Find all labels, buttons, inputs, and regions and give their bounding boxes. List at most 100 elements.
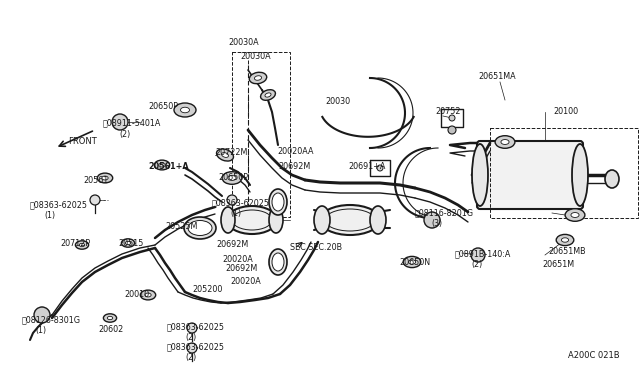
Text: (2): (2) — [185, 333, 196, 342]
Text: (1): (1) — [44, 211, 55, 220]
Ellipse shape — [140, 290, 156, 300]
Ellipse shape — [605, 170, 619, 188]
Ellipse shape — [572, 144, 588, 206]
Text: 20752: 20752 — [435, 107, 461, 116]
Ellipse shape — [97, 173, 113, 183]
Ellipse shape — [79, 243, 84, 247]
Text: 20020AA: 20020AA — [277, 147, 314, 156]
Text: Ⓝ08363-62025: Ⓝ08363-62025 — [167, 322, 225, 331]
Text: 20602: 20602 — [98, 325, 124, 334]
Ellipse shape — [561, 238, 568, 242]
Ellipse shape — [125, 241, 131, 245]
Ellipse shape — [104, 314, 116, 322]
Ellipse shape — [145, 293, 151, 297]
Ellipse shape — [314, 206, 330, 234]
Ellipse shape — [408, 260, 415, 264]
Circle shape — [448, 126, 456, 134]
Text: (2): (2) — [471, 260, 483, 269]
Ellipse shape — [269, 189, 287, 215]
Text: ⒲08126-8301G: ⒲08126-8301G — [22, 315, 81, 324]
Text: 20650P: 20650P — [218, 173, 248, 182]
Ellipse shape — [180, 107, 189, 113]
Text: (3): (3) — [431, 219, 442, 228]
Ellipse shape — [216, 149, 234, 161]
Circle shape — [471, 248, 485, 262]
Bar — [232, 52, 290, 217]
Text: 20651MA: 20651MA — [478, 72, 516, 81]
Ellipse shape — [174, 103, 196, 117]
Text: 20722M: 20722M — [215, 148, 248, 157]
Circle shape — [187, 343, 197, 353]
Text: 20561: 20561 — [83, 176, 108, 185]
Ellipse shape — [154, 160, 170, 170]
Text: 20692M: 20692M — [225, 264, 257, 273]
Text: 20651MB: 20651MB — [548, 247, 586, 256]
Text: SEC SEC.20B: SEC SEC.20B — [290, 243, 342, 252]
Text: 20525M: 20525M — [165, 222, 197, 231]
Ellipse shape — [403, 256, 421, 267]
Text: 20010: 20010 — [124, 290, 149, 299]
Ellipse shape — [255, 76, 262, 80]
Text: 20100: 20100 — [553, 107, 578, 116]
Text: 20030: 20030 — [325, 97, 350, 106]
Ellipse shape — [269, 249, 287, 275]
Ellipse shape — [571, 212, 579, 218]
Text: 20030A: 20030A — [240, 52, 271, 61]
Bar — [490, 128, 638, 218]
Ellipse shape — [272, 253, 284, 271]
Ellipse shape — [260, 90, 275, 100]
Text: (2): (2) — [119, 130, 131, 139]
Text: 20712P: 20712P — [60, 239, 90, 248]
Text: Ⓝ08363-62025: Ⓝ08363-62025 — [30, 200, 88, 209]
Circle shape — [187, 323, 197, 333]
Text: (1): (1) — [230, 209, 241, 218]
Text: 20692M: 20692M — [278, 162, 310, 171]
Ellipse shape — [495, 136, 515, 148]
Circle shape — [377, 165, 383, 171]
Circle shape — [90, 195, 100, 205]
Ellipse shape — [565, 209, 585, 221]
Text: 20020A: 20020A — [230, 277, 260, 286]
Ellipse shape — [122, 239, 134, 247]
Ellipse shape — [249, 72, 267, 84]
Circle shape — [34, 307, 50, 323]
FancyBboxPatch shape — [477, 141, 583, 209]
Circle shape — [227, 195, 237, 205]
Text: 20691+A: 20691+A — [348, 162, 385, 171]
Text: Ⓝ08363-62025: Ⓝ08363-62025 — [167, 342, 225, 351]
Ellipse shape — [320, 205, 380, 235]
Text: 20650N: 20650N — [399, 258, 430, 267]
Ellipse shape — [228, 176, 236, 180]
Ellipse shape — [269, 207, 283, 233]
Ellipse shape — [221, 207, 235, 233]
Ellipse shape — [222, 172, 242, 184]
Text: 20651M: 20651M — [542, 260, 574, 269]
Ellipse shape — [272, 193, 284, 211]
Text: ⓝ0891B-140:A: ⓝ0891B-140:A — [455, 249, 511, 258]
Ellipse shape — [221, 153, 228, 157]
Ellipse shape — [556, 234, 574, 246]
Ellipse shape — [370, 206, 386, 234]
Text: 20561+A: 20561+A — [148, 162, 189, 171]
Text: 20692M: 20692M — [216, 240, 248, 249]
Ellipse shape — [188, 221, 212, 235]
Text: A200C 021B: A200C 021B — [568, 351, 620, 360]
Ellipse shape — [108, 316, 113, 320]
Text: 20020A: 20020A — [222, 255, 253, 264]
Circle shape — [424, 212, 440, 228]
Text: 20650P: 20650P — [148, 102, 178, 111]
Ellipse shape — [265, 93, 271, 97]
Ellipse shape — [227, 206, 277, 234]
Circle shape — [449, 115, 455, 121]
Text: 205200: 205200 — [192, 285, 222, 294]
Text: Ⓝ08363-62025: Ⓝ08363-62025 — [212, 198, 270, 207]
Ellipse shape — [102, 176, 108, 180]
Ellipse shape — [159, 163, 165, 167]
Ellipse shape — [501, 140, 509, 144]
Text: FRONT: FRONT — [68, 137, 97, 146]
Ellipse shape — [184, 217, 216, 239]
Text: 20515: 20515 — [118, 239, 143, 248]
Text: ⒲08116-8201G: ⒲08116-8201G — [415, 208, 474, 217]
Ellipse shape — [472, 144, 488, 206]
Text: (2): (2) — [185, 353, 196, 362]
